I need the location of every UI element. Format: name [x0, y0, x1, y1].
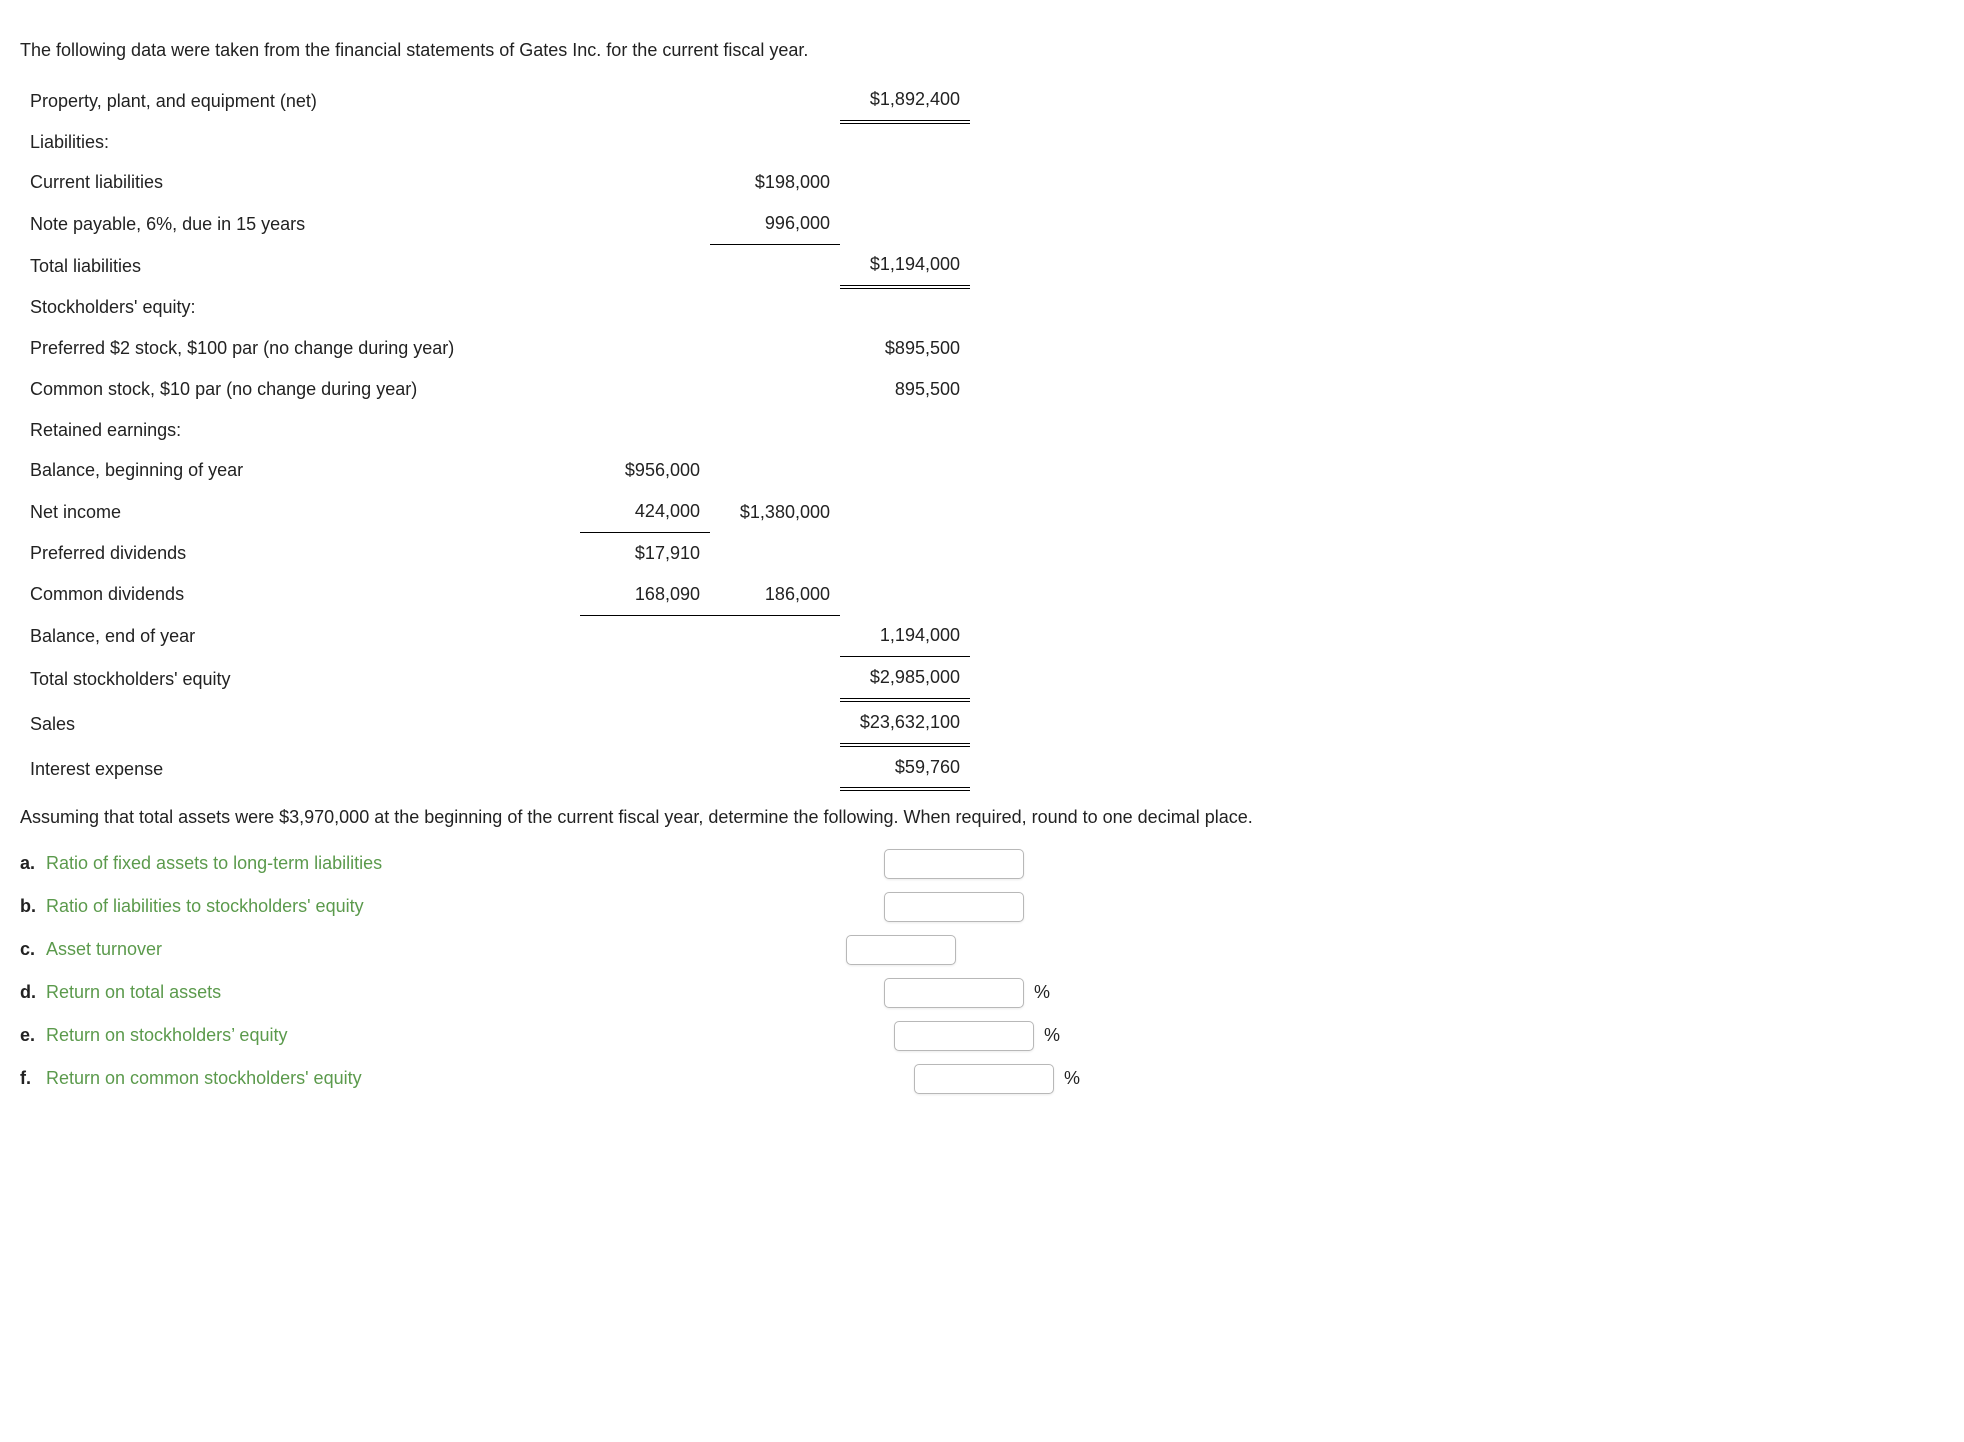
re-end-label: Balance, end of year [20, 615, 580, 656]
answer-input-d[interactable] [884, 978, 1024, 1008]
current-liab-value: $198,000 [710, 162, 840, 203]
re-comdiv-value: 168,090 [580, 574, 710, 615]
instruction-text: Assuming that total assets were $3,970,0… [20, 803, 1944, 832]
question-lead: e. [20, 1021, 46, 1050]
sales-value: $23,632,100 [840, 700, 970, 745]
table-row: Interest expense $59,760 [20, 745, 970, 790]
re-ni-subtotal: $1,380,000 [710, 491, 840, 532]
question-text: Return on stockholders’ equity [46, 1021, 636, 1050]
question-text: Return on total assets [46, 978, 636, 1007]
question-lead: f. [20, 1064, 46, 1093]
ppe-label: Property, plant, and equipment (net) [20, 79, 580, 122]
pref-stock-value: $895,500 [840, 328, 970, 369]
answer-input-f[interactable] [914, 1064, 1054, 1094]
answer-input-e[interactable] [894, 1021, 1034, 1051]
question-f: f. Return on common stockholders' equity… [20, 1057, 1944, 1100]
answer-input-a[interactable] [884, 849, 1024, 879]
question-d: d. Return on total assets % [20, 971, 1944, 1014]
re-header: Retained earnings: [20, 410, 580, 451]
re-comdiv-label: Common dividends [20, 574, 580, 615]
question-lead: a. [20, 849, 46, 878]
question-lead: d. [20, 978, 46, 1007]
answer-input-c[interactable] [846, 935, 956, 965]
pref-stock-label: Preferred $2 stock, $100 par (no change … [20, 328, 580, 369]
com-stock-value: 895,500 [840, 369, 970, 410]
answer-suffix: % [1044, 1021, 1060, 1050]
question-lead: b. [20, 892, 46, 921]
question-text: Asset turnover [46, 935, 636, 964]
re-beg-value: $956,000 [580, 450, 710, 491]
answer-suffix: % [1064, 1064, 1080, 1093]
table-row: Stockholders' equity: [20, 287, 970, 328]
question-b: b. Ratio of liabilities to stockholders'… [20, 885, 1944, 928]
question-lead: c. [20, 935, 46, 964]
question-e: e. Return on stockholders’ equity % [20, 1014, 1944, 1057]
total-liab-label: Total liabilities [20, 244, 580, 287]
table-row: Preferred $2 stock, $100 par (no change … [20, 328, 970, 369]
re-beg-label: Balance, beginning of year [20, 450, 580, 491]
table-row: Current liabilities $198,000 [20, 162, 970, 203]
table-row: Total liabilities $1,194,000 [20, 244, 970, 287]
table-row: Preferred dividends $17,910 [20, 533, 970, 574]
question-a: a. Ratio of fixed assets to long-term li… [20, 842, 1944, 885]
table-row: Balance, end of year 1,194,000 [20, 615, 970, 656]
question-list: a. Ratio of fixed assets to long-term li… [20, 842, 1944, 1100]
table-row: Property, plant, and equipment (net) $1,… [20, 79, 970, 122]
total-se-label: Total stockholders' equity [20, 656, 580, 699]
table-row: Balance, beginning of year $956,000 [20, 450, 970, 491]
ppe-value: $1,892,400 [840, 79, 970, 122]
question-text: Ratio of liabilities to stockholders' eq… [46, 892, 636, 921]
table-row: Net income 424,000 $1,380,000 [20, 491, 970, 532]
current-liab-label: Current liabilities [20, 162, 580, 203]
note-payable-label: Note payable, 6%, due in 15 years [20, 203, 580, 244]
liabilities-header: Liabilities: [20, 122, 580, 163]
answer-input-b[interactable] [884, 892, 1024, 922]
re-ni-value: 424,000 [580, 491, 710, 532]
sales-label: Sales [20, 700, 580, 745]
re-prefdiv-label: Preferred dividends [20, 533, 580, 574]
table-row: Liabilities: [20, 122, 970, 163]
intro-text: The following data were taken from the f… [20, 36, 1944, 65]
intexp-value: $59,760 [840, 745, 970, 790]
re-comdiv-subtotal: 186,000 [710, 574, 840, 615]
question-text: Return on common stockholders' equity [46, 1064, 636, 1093]
table-row: Total stockholders' equity $2,985,000 [20, 656, 970, 699]
re-end-value: 1,194,000 [840, 615, 970, 656]
table-row: Note payable, 6%, due in 15 years 996,00… [20, 203, 970, 244]
total-liab-value: $1,194,000 [840, 244, 970, 287]
note-payable-value: 996,000 [710, 203, 840, 244]
question-c: c. Asset turnover [20, 928, 1944, 971]
re-prefdiv-value: $17,910 [580, 533, 710, 574]
se-header: Stockholders' equity: [20, 287, 580, 328]
intexp-label: Interest expense [20, 745, 580, 790]
total-se-value: $2,985,000 [840, 656, 970, 699]
question-text: Ratio of fixed assets to long-term liabi… [46, 849, 636, 878]
financial-table: Property, plant, and equipment (net) $1,… [20, 79, 970, 792]
table-row: Retained earnings: [20, 410, 970, 451]
com-stock-label: Common stock, $10 par (no change during … [20, 369, 580, 410]
table-row: Common stock, $10 par (no change during … [20, 369, 970, 410]
re-ni-label: Net income [20, 491, 580, 532]
table-row: Common dividends 168,090 186,000 [20, 574, 970, 615]
table-row: Sales $23,632,100 [20, 700, 970, 745]
answer-suffix: % [1034, 978, 1050, 1007]
